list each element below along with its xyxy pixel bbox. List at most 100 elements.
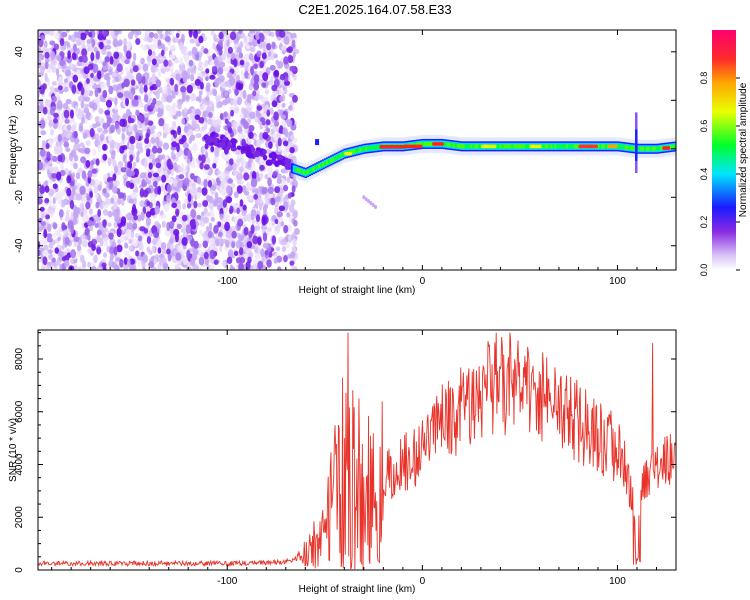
noise-speck xyxy=(58,76,64,85)
noise-speck xyxy=(154,136,160,144)
noise-speck xyxy=(225,231,232,239)
noise-blob xyxy=(265,119,271,126)
noise-speck xyxy=(193,37,199,44)
noise-blob xyxy=(238,247,244,256)
noise-speck xyxy=(178,167,184,172)
noise-speck xyxy=(89,164,94,171)
noise-speck xyxy=(237,153,242,159)
noise-speck xyxy=(94,133,100,142)
noise-blob xyxy=(90,51,95,62)
noise-speck xyxy=(204,59,209,67)
noise-speck xyxy=(50,128,55,136)
noise-blob xyxy=(166,221,171,232)
scatter-blob xyxy=(371,203,375,208)
noise-speck xyxy=(82,213,89,223)
noise-blob xyxy=(81,54,88,63)
noise-blob xyxy=(87,219,93,227)
noise-speck xyxy=(187,50,193,56)
noise-speck xyxy=(239,41,244,48)
noise-speck xyxy=(164,30,169,36)
noise-speck xyxy=(69,152,73,162)
ridge-core xyxy=(560,144,563,149)
noise-blob xyxy=(80,156,87,164)
noise-speck xyxy=(235,67,240,74)
noise-speck xyxy=(224,81,229,87)
noise-speck xyxy=(96,234,101,243)
noise-speck xyxy=(167,87,172,96)
noise-speck xyxy=(116,83,123,90)
noise-speck xyxy=(55,191,62,200)
noise-speck xyxy=(225,214,231,223)
noise-blob xyxy=(253,74,260,84)
noise-blob xyxy=(104,109,111,116)
noise-blob xyxy=(42,256,48,265)
noise-speck xyxy=(204,151,209,159)
noise-blob xyxy=(243,226,249,236)
noise-blob xyxy=(145,132,150,140)
noise-speck xyxy=(110,197,115,205)
noise-blob xyxy=(123,44,128,53)
noise-blob xyxy=(152,172,160,178)
noise-blob xyxy=(166,183,172,194)
ridge-core xyxy=(376,145,380,150)
noise-speck xyxy=(182,203,186,210)
noise-blob xyxy=(283,35,290,45)
noise-blob xyxy=(212,89,218,97)
colorbar: 0.0 0.2 0.4 0.6 0.8 Normalized spectral ampl… xyxy=(699,30,749,276)
ridge-core xyxy=(470,144,473,149)
noise-blob xyxy=(287,54,294,64)
noise-blob xyxy=(70,249,77,259)
trace-blob xyxy=(280,161,286,166)
ridge-core xyxy=(294,167,298,172)
noise-blob xyxy=(154,157,160,163)
trace-blob xyxy=(247,152,254,159)
spectrogram-panel: -100 0 100 40 20 0 -20 -40 Height of straight … xyxy=(8,29,677,296)
ridge-core xyxy=(452,143,456,148)
spectrogram-frame xyxy=(37,29,677,271)
ridge-core xyxy=(474,144,477,149)
ridge-core xyxy=(333,156,337,161)
noise-speck xyxy=(270,31,275,38)
noise-speck xyxy=(148,44,154,50)
spectrogram-ytick-label: 40 xyxy=(14,46,25,58)
noise-blob xyxy=(42,83,47,90)
noise-blob xyxy=(283,224,289,234)
noise-blob xyxy=(134,95,139,101)
trace-blob xyxy=(274,160,280,168)
ridge-core xyxy=(640,146,643,151)
noise-blob xyxy=(169,220,175,228)
noise-blob xyxy=(144,137,150,144)
noise-speck xyxy=(110,151,116,160)
noise-speck xyxy=(267,51,272,57)
noise-speck xyxy=(254,188,259,196)
noise-blob xyxy=(131,98,136,106)
noise-speck xyxy=(48,165,54,174)
noise-blob xyxy=(65,69,72,76)
noise-speck xyxy=(258,197,263,205)
noise-speck xyxy=(227,249,234,258)
noise-speck xyxy=(212,119,219,128)
noise-blob xyxy=(56,103,63,110)
noise-blob xyxy=(176,223,182,230)
noise-blob xyxy=(170,78,175,86)
ridge-core xyxy=(565,144,569,149)
noise-speck xyxy=(171,120,177,129)
noise-speck xyxy=(99,237,104,247)
noise-blob xyxy=(256,50,262,58)
scatter-blob xyxy=(362,195,366,200)
noise-speck xyxy=(42,235,49,245)
noise-speck xyxy=(123,250,130,257)
trace-blob xyxy=(230,137,237,145)
noise-speck xyxy=(197,65,204,72)
ridge-core xyxy=(548,144,551,149)
ridge-core xyxy=(476,144,479,149)
ridge-core xyxy=(618,144,622,149)
noise-speck xyxy=(220,81,226,88)
noise-blob xyxy=(193,200,198,209)
ridge-core xyxy=(308,169,311,174)
noise-speck xyxy=(62,102,69,110)
noise-blob xyxy=(124,59,130,65)
ridge-core xyxy=(341,152,345,157)
noise-speck xyxy=(180,45,186,55)
noise-blob xyxy=(238,234,244,241)
